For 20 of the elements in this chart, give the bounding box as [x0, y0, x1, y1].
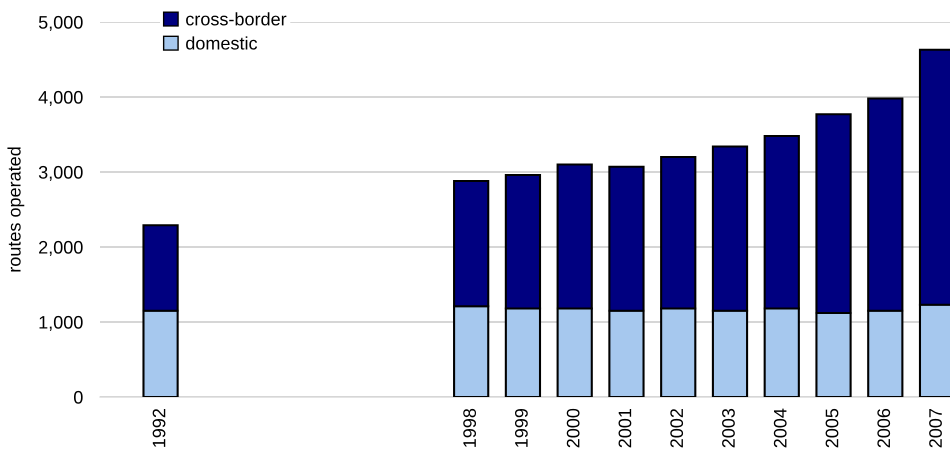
- x-tick-label: 2004: [774, 408, 787, 448]
- x-tick-label: 1999: [514, 408, 528, 447]
- legend-label: domestic: [186, 36, 258, 50]
- x-tick-label: 2000: [566, 408, 580, 448]
- y-tick-label: 4,000: [38, 90, 83, 106]
- x-tick-label: 2005: [826, 408, 838, 448]
- x-tick-label: 2002: [670, 409, 684, 448]
- y-tick-label: 2,000: [39, 240, 83, 256]
- x-tick-label: 2003: [722, 408, 735, 448]
- x-tick-label: 1998: [463, 408, 476, 447]
- y-tick-label: 1,000: [40, 316, 83, 331]
- y-tick-label: 3,000: [38, 166, 83, 181]
- x-tick-label: 1992: [152, 409, 166, 447]
- y-tick-label: 0: [74, 390, 83, 404]
- legend-label: cross-border: [186, 12, 286, 26]
- x-tick-label: 2006: [877, 408, 890, 448]
- y-tick-label: 5,000: [38, 16, 83, 31]
- x-tick-label: 2001: [618, 408, 632, 448]
- y-axis-title: routes operated: [7, 147, 24, 272]
- x-tick-label: 2007: [929, 409, 942, 448]
